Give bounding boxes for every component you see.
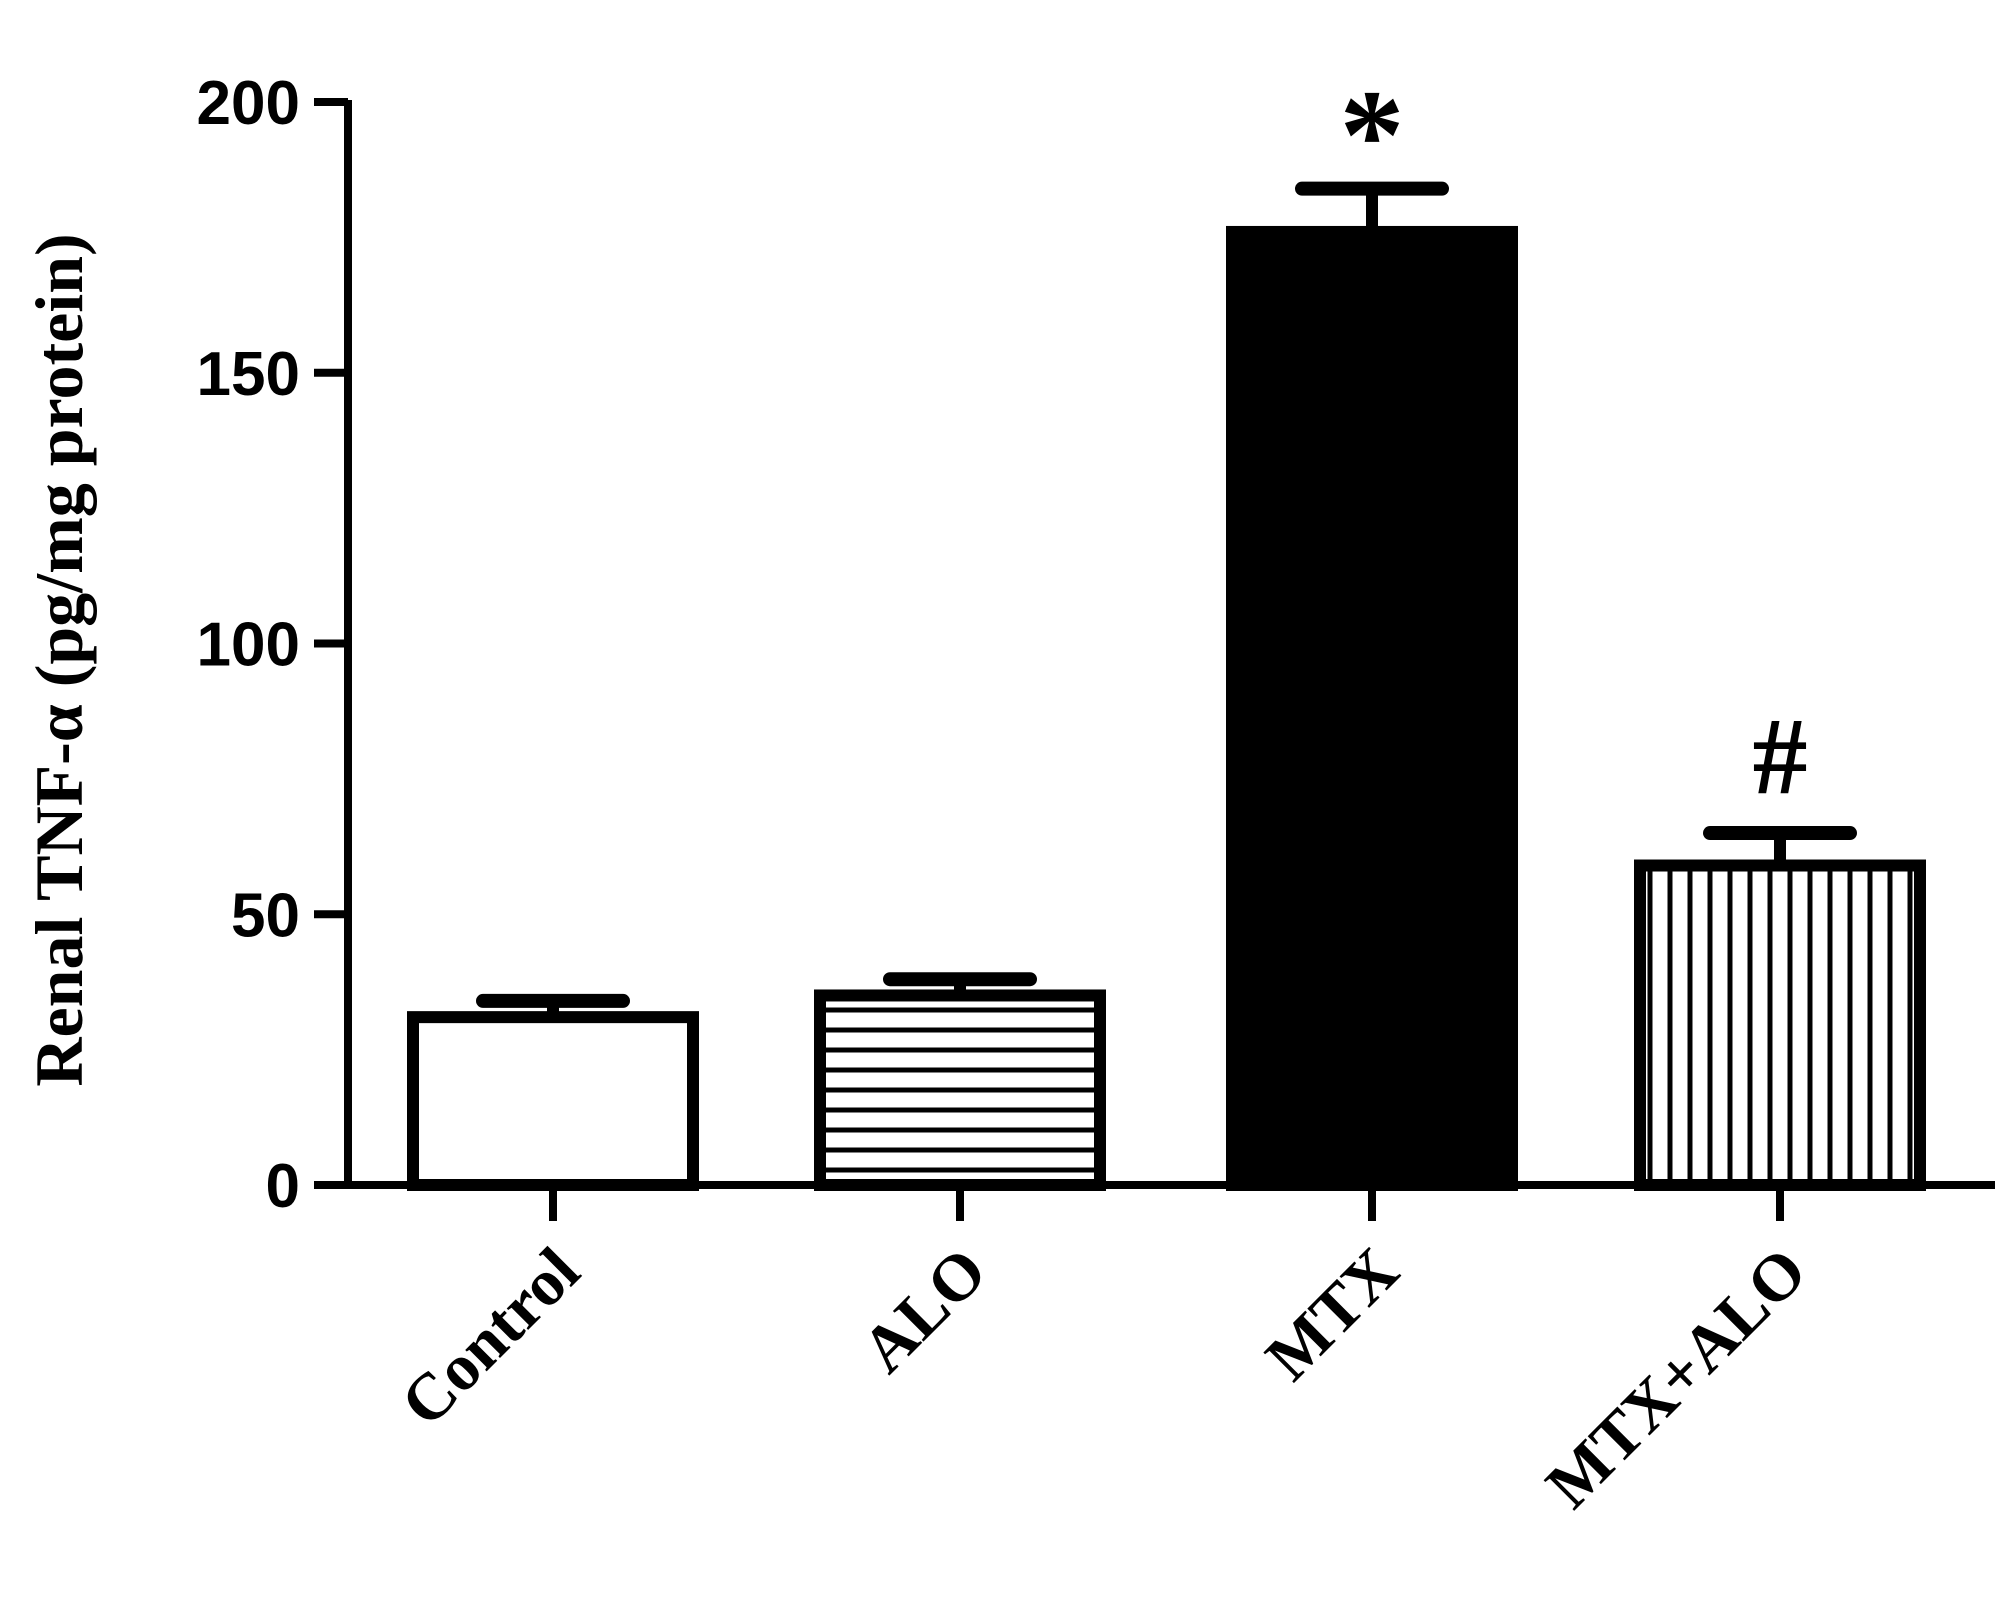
bar-mtx-alo <box>1634 859 1926 1191</box>
y-tick-label: 150 <box>197 340 300 409</box>
bar-alo <box>814 989 1106 1191</box>
significance-mark-mtx-alo: # <box>1753 695 1808 817</box>
y-tick-label: 200 <box>197 69 300 138</box>
x-tick-label-mtx-alo: MTX+ALO <box>1532 1234 1820 1522</box>
significance-mark-mtx: * <box>1340 64 1405 208</box>
bar-mtx <box>1226 225 1518 1191</box>
y-tick-label: 100 <box>197 611 300 680</box>
y-tick-label: 0 <box>266 1152 300 1221</box>
y-tick-label: 50 <box>231 881 300 950</box>
x-tick-label-alo: ALO <box>848 1234 1001 1387</box>
y-axis-title: Renal TNF-α (pg/mg protein) <box>21 233 97 1086</box>
bar-control <box>407 1011 699 1192</box>
plot-area: 0 50 100 150 200 Control ALO MTX * MTX+ALO # <box>197 64 1995 1522</box>
x-tick-label-control: Control <box>387 1234 593 1440</box>
x-tick-label-mtx: MTX <box>1252 1234 1413 1395</box>
